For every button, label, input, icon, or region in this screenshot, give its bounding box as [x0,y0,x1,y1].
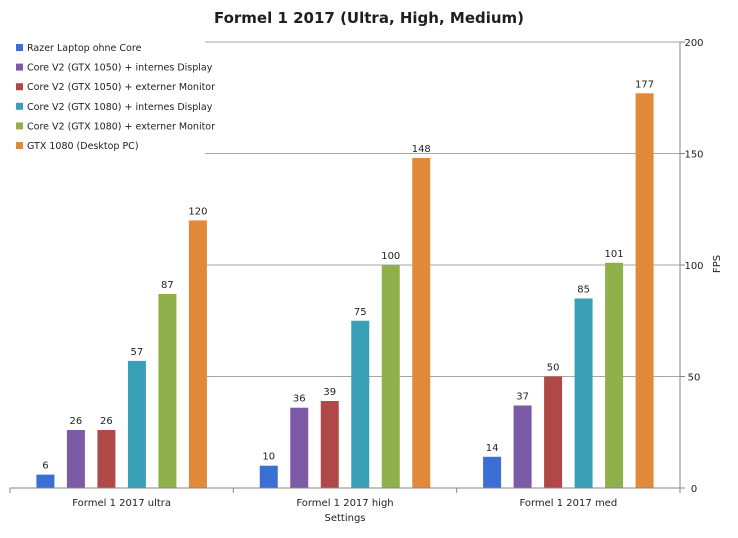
data-label: 50 [547,363,560,374]
x-axis-title: Settings [324,513,365,524]
bar [381,265,400,488]
data-label: 57 [131,347,144,358]
x-tick-label: Formel 1 2017 high [296,498,393,509]
data-label: 36 [293,394,306,405]
bar [66,430,85,488]
bars [36,93,654,488]
legend-swatch [16,63,23,71]
legend-swatch [16,44,23,51]
bar [259,465,278,488]
data-label: 26 [100,416,113,427]
data-label: 39 [323,387,336,398]
legend-entry: Core V2 (GTX 1080) + externer Monitor [27,121,215,132]
legend-entry: Core V2 (GTX 1080) + internes Display [27,102,213,113]
bar [544,376,563,488]
bar [513,405,532,488]
bar [605,262,624,488]
legend-entry: Core V2 (GTX 1050) + internes Display [27,63,213,74]
bar [351,320,370,488]
data-label: 87 [161,280,174,291]
y-axis-title: FPS [712,255,723,273]
grid [205,41,680,377]
legend-entry: Razer Laptop ohne Core [27,43,142,54]
legend-entry: Core V2 (GTX 1050) + externer Monitor [27,82,215,93]
data-label: 100 [381,251,400,262]
x-tick-label: Formel 1 2017 med [519,498,617,509]
legend-swatch [16,83,23,91]
y-tick-label: 0 [691,484,697,495]
bar [483,456,502,488]
bar [158,293,177,488]
bar [188,220,207,488]
bar [574,298,593,488]
y-tick-label: 100 [684,261,703,272]
legend: Razer Laptop ohne Core Core V2 (GTX 1050)… [16,43,215,152]
legend-entry: GTX 1080 (Desktop PC) [27,141,139,152]
bar [290,407,309,488]
y-tick-label: 50 [688,373,701,384]
x-tick-label: Formel 1 2017 ultra [72,498,171,509]
data-label: 75 [354,307,367,318]
legend-swatch [16,122,23,130]
legend-swatch [16,142,23,149]
data-label: 101 [605,249,624,260]
bar [320,401,339,488]
bar [412,157,431,488]
bar [635,93,654,488]
chart-title: Formel 1 2017 (Ultra, High, Medium) [214,9,524,27]
data-label: 26 [70,416,83,427]
bar [97,430,116,488]
y-tick-label: 150 [684,150,703,161]
data-label: 148 [412,144,431,155]
bar [127,360,146,488]
data-label: 85 [577,284,590,295]
data-labels: 6 26 26 57 87 120 10 36 39 75 100 148 14 37 50 85 101 177 [42,79,654,471]
y-tick-label: 200 [684,38,703,49]
data-label: 120 [188,206,207,217]
legend-swatch [16,102,23,110]
bar [36,474,55,488]
data-label: 14 [486,443,499,454]
data-label: 37 [516,391,529,402]
data-label: 10 [262,452,275,463]
axes: 0 50 100 150 200 Formel 1 2017 ultra Formel 1 … [9,38,704,509]
data-label: 177 [635,79,654,90]
data-label: 6 [42,461,48,472]
